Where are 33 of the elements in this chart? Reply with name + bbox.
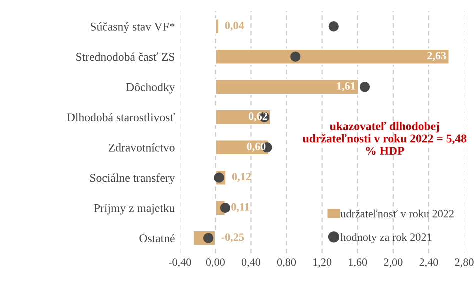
x-tick-label: 0,40 <box>242 258 261 268</box>
point <box>360 82 370 92</box>
x-tick-label: 2,80 <box>455 258 474 268</box>
bar <box>214 18 220 35</box>
y-tick-label: Súčasný stav VF* <box>90 22 175 34</box>
point <box>328 22 339 32</box>
x-tick-label: 0,00 <box>206 258 225 268</box>
x-tick-label: 1,20 <box>314 258 332 268</box>
x-tick-label: 1,60 <box>349 258 368 268</box>
data-label: 2,63 <box>428 52 446 62</box>
point <box>220 202 231 214</box>
data-label: -0,25 <box>222 234 244 243</box>
x-tick-label: 2,40 <box>420 258 438 268</box>
x-tick-label: -0,40 <box>168 258 192 268</box>
legend-label: hodnoty za rok 2021 <box>340 233 432 244</box>
y-tick-label: Zdravotníctvo <box>108 143 175 152</box>
data-label: 1,61 <box>337 82 356 92</box>
y-tick-label: Ostatné <box>140 234 175 243</box>
bar <box>214 48 450 66</box>
y-tick-label: Sociálne transfery <box>90 174 176 185</box>
annotation: ukazovateľ dlhodobej udržateľnosti v roku 2022 = 5,48 % HDP <box>302 122 467 156</box>
data-label: 0,04 <box>225 22 244 32</box>
x-tick-label: 2,00 <box>384 258 403 268</box>
bar <box>214 78 360 96</box>
y-tick-label: Strednodobá časť ZS <box>76 52 175 62</box>
x-tick-label: 0,80 <box>277 258 296 268</box>
y-tick-label: Príjmy z majetku <box>94 204 176 215</box>
point <box>290 52 301 62</box>
y-tick-label: Dlhodobá starostlivosť <box>67 113 176 122</box>
data-label: 0,11 <box>232 203 250 212</box>
data-label: 0,12 <box>232 173 251 182</box>
legend-label: udržateľnosť v roku 2022 <box>340 210 454 218</box>
y-tick-label: Dôchodky <box>126 83 176 94</box>
